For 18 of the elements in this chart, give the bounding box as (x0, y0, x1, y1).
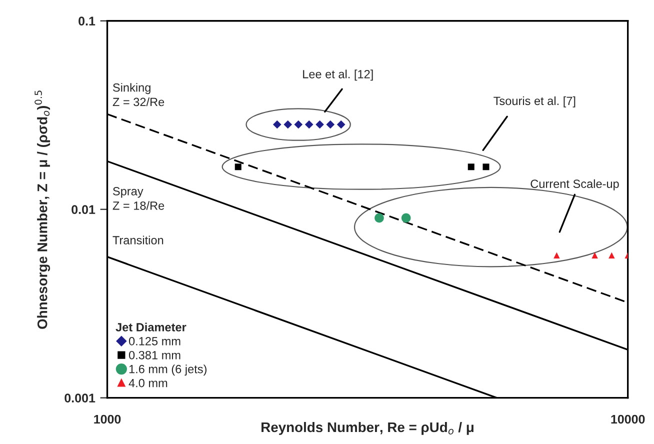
annotation: Tsouris et al. [7] (494, 96, 576, 108)
legend-title: Jet Diameter (116, 322, 186, 332)
annotation: Lee et al. [12] (303, 70, 373, 81)
y-tick-label: 0.01 (72, 205, 96, 214)
legend-label: 0.381 mm (128, 350, 180, 360)
legend-label: 1.6 mm (6 jets) (129, 364, 206, 376)
y-tick-label: 0.001 (64, 394, 96, 402)
y-axis-title: Ohnesorge Number, Z = μ / (ρσd$_{o}$)$^{0.5}$ (34, 90, 50, 329)
annotation: Current Scale-up (530, 179, 619, 190)
legend-label: 4.0 mm (128, 378, 168, 388)
annotation: Transition (112, 236, 164, 244)
annotation: Sinking Z = 32/Re (112, 83, 164, 106)
x-axis-title: Reynolds Number, Re = ρUd$_{o}$ / μ (262, 422, 474, 435)
y-tick-label: 0.1 (78, 16, 96, 26)
legend-label: 0.125 mm (128, 337, 180, 346)
x-tick-label: 1000 (94, 414, 121, 424)
annotation: Spray Z = 18/Re (112, 187, 164, 210)
x-tick-label: 10000 (611, 414, 645, 424)
